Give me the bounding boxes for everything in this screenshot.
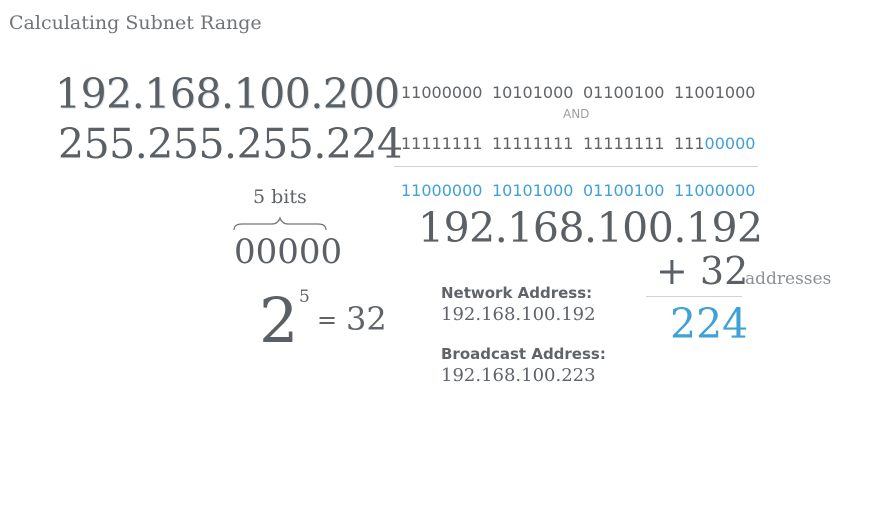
binary-octet: 10101000 [492, 181, 574, 200]
mask-network-bits: 111 [674, 134, 705, 153]
binary-octet: 11000000 [401, 83, 483, 102]
ip-address: 192.168.100.200 [55, 70, 400, 118]
network-address-value: 192.168.100.192 [441, 304, 596, 325]
power-base: 2 [259, 284, 299, 357]
binary-octet: 11111111 [583, 134, 665, 153]
broadcast-address-value: 192.168.100.223 [441, 365, 596, 386]
broadcast-address-label: Broadcast Address: [441, 345, 606, 363]
host-bits-zeros: 00000 [234, 232, 343, 272]
binary-octet: 01100100 [583, 83, 665, 102]
binary-octet: 11000000 [674, 181, 756, 200]
network-address-label: Network Address: [441, 284, 593, 302]
binary-octet: 11000000 [401, 181, 483, 200]
binary-result-row: 11000000 10101000 01100100 11000000 [401, 181, 765, 200]
plus-addresses-value: + 32 [656, 249, 749, 293]
power-value: 32 [346, 300, 387, 338]
binary-octet: 11111111 [492, 134, 574, 153]
subnet-mask: 255.255.255.224 [58, 120, 403, 168]
binary-mask-row: 11111111 11111111 11111111 11100000 [401, 134, 765, 153]
binary-octet-last: 11100000 [674, 134, 765, 153]
and-operator-label: AND [563, 107, 590, 121]
curly-brace-icon [232, 216, 328, 236]
result-ip-address: 192.168.100.192 [418, 204, 763, 252]
host-bits-label: 5 bits [253, 186, 307, 208]
binary-octet: 11001000 [674, 83, 756, 102]
mask-host-bits: 00000 [704, 134, 756, 153]
sum-result: 224 [670, 300, 749, 348]
addresses-label: addresses [745, 269, 832, 289]
page-title: Calculating Subnet Range [9, 12, 262, 34]
binary-octet: 11111111 [401, 134, 483, 153]
sum-divider [646, 296, 742, 297]
binary-octet: 01100100 [583, 181, 665, 200]
binary-divider [394, 166, 758, 167]
equals-sign: = [317, 306, 338, 334]
power-exponent: 5 [299, 287, 310, 307]
binary-ip-row: 11000000 10101000 01100100 11001000 [401, 83, 765, 102]
binary-octet: 10101000 [492, 83, 574, 102]
